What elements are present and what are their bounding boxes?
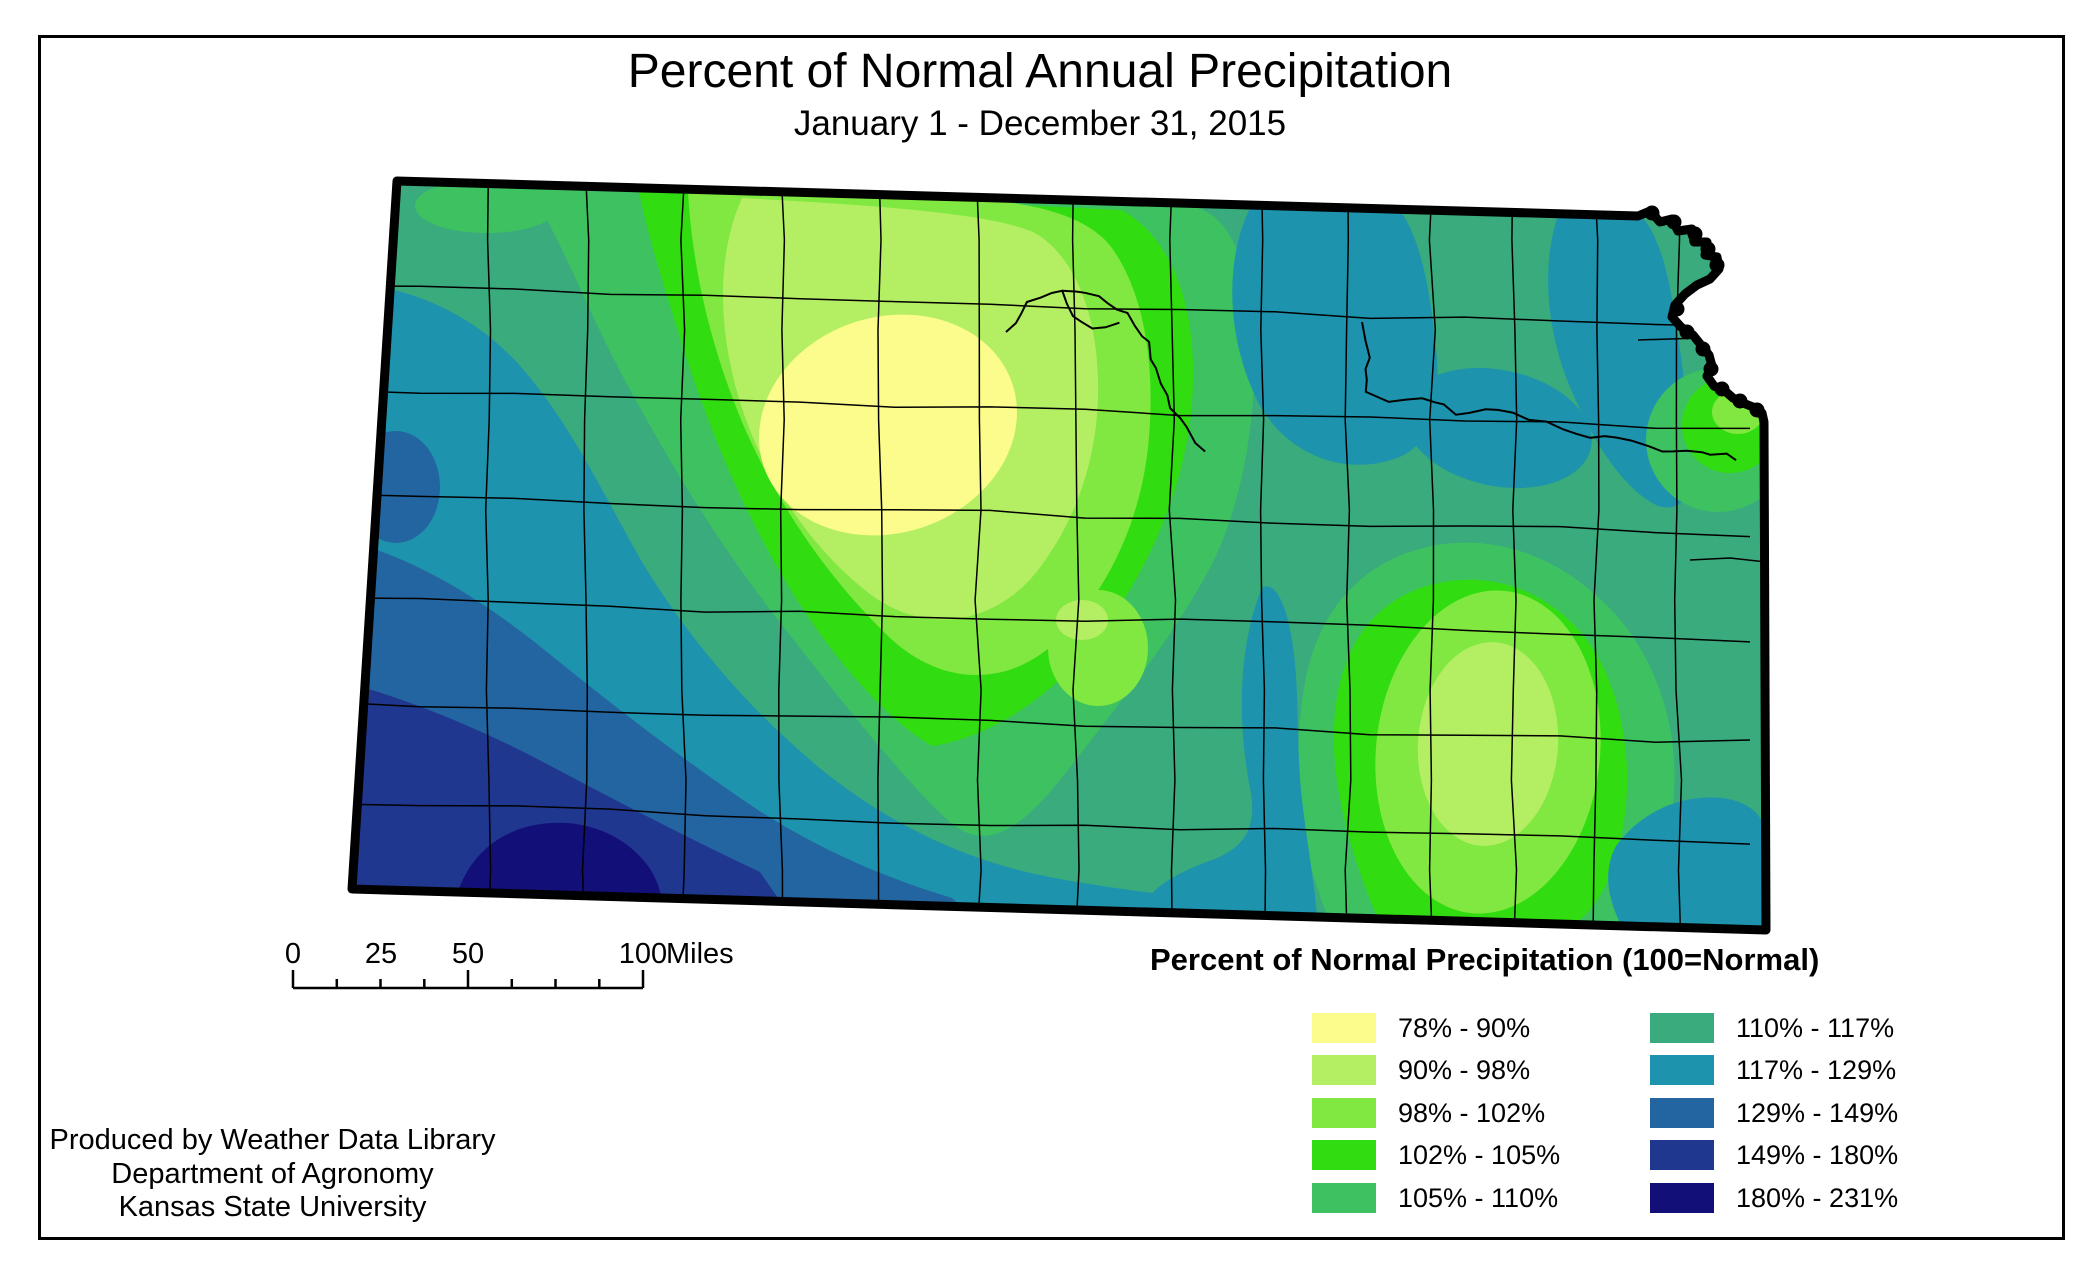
legend-item: 90% - 98% (1312, 1055, 1530, 1085)
legend-item: 105% - 110% (1312, 1183, 1558, 1213)
scale-bar (291, 970, 645, 990)
contour-band-117-129 (1608, 797, 1766, 930)
credits-line-3: Kansas State University (118, 1191, 427, 1223)
legend-swatch (1312, 1055, 1376, 1085)
scale-label-0: 0 (284, 938, 302, 970)
scale-unit-label: Miles (666, 938, 734, 970)
legend-swatch (1312, 1013, 1376, 1043)
legend-label: 105% - 110% (1398, 1183, 1559, 1213)
county-boundaries (352, 181, 1766, 930)
contour-band-117-129 (1232, 204, 1438, 465)
contour-band-129-149 (352, 431, 440, 543)
contour-bands (352, 181, 1766, 930)
legend-swatch (1650, 1098, 1714, 1128)
state-outline (347, 176, 1771, 935)
legend-swatch (1312, 1140, 1376, 1170)
legend-label: 78% - 90% (1398, 1013, 1531, 1043)
legend-label: 102% - 105% (1398, 1140, 1561, 1170)
legend-label: 90% - 98% (1398, 1055, 1531, 1085)
map-subtitle: January 1 - December 31, 2015 (793, 104, 1287, 143)
legend-swatch (1650, 1140, 1714, 1170)
legend-label: 98% - 102% (1398, 1098, 1546, 1128)
credits: Produced by Weather Data Library Departm… (40, 1124, 505, 1225)
contour-band-78-90 (759, 314, 1017, 536)
legend-swatch (1312, 1098, 1376, 1128)
scale-label-50: 50 (451, 938, 485, 970)
legend-title: Percent of Normal Precipitation (100=Nor… (1150, 942, 1820, 977)
contour-band-117-129 (1139, 586, 1318, 930)
legend-item: 129% - 149% (1650, 1098, 1898, 1128)
contour-band-149-180 (352, 684, 800, 930)
map-title: Percent of Normal Annual Precipitation (627, 45, 1453, 98)
legend-item: 149% - 180% (1650, 1140, 1898, 1170)
scale-label-100: 100 (618, 938, 668, 970)
contour-band-90-98 (1417, 642, 1559, 846)
page-border (38, 35, 2065, 1240)
legend-swatch (1650, 1183, 1714, 1213)
legend-item: 117% - 129% (1650, 1055, 1896, 1085)
credits-line-2: Department of Agronomy (111, 1157, 434, 1190)
legend-label: 110% - 117% (1736, 1013, 1895, 1043)
river-lines (1005, 289, 1737, 462)
legend-label: 180% - 231% (1736, 1183, 1899, 1213)
contour-band-117-129 (1404, 367, 1592, 489)
legend-item: 110% - 117% (1650, 1013, 1894, 1043)
legend-item: 98% - 102% (1312, 1098, 1545, 1128)
credits-line-1: Produced by Weather Data Library (49, 1124, 496, 1156)
contour-band-90-98 (1056, 600, 1108, 640)
legend-item: 102% - 105% (1312, 1140, 1560, 1170)
legend-swatch (1312, 1183, 1376, 1213)
contour-band-105-110 (415, 181, 559, 233)
legend-item: 78% - 90% (1312, 1013, 1530, 1043)
river-border-knobs (1644, 205, 1765, 418)
scale-label-25: 25 (364, 938, 398, 970)
legend-swatch (1650, 1013, 1714, 1043)
legend-label: 149% - 180% (1736, 1140, 1899, 1170)
legend-label: 117% - 129% (1736, 1055, 1897, 1085)
legend-swatch (1650, 1055, 1714, 1085)
legend-label: 129% - 149% (1736, 1098, 1899, 1128)
legend-item: 180% - 231% (1650, 1183, 1898, 1213)
